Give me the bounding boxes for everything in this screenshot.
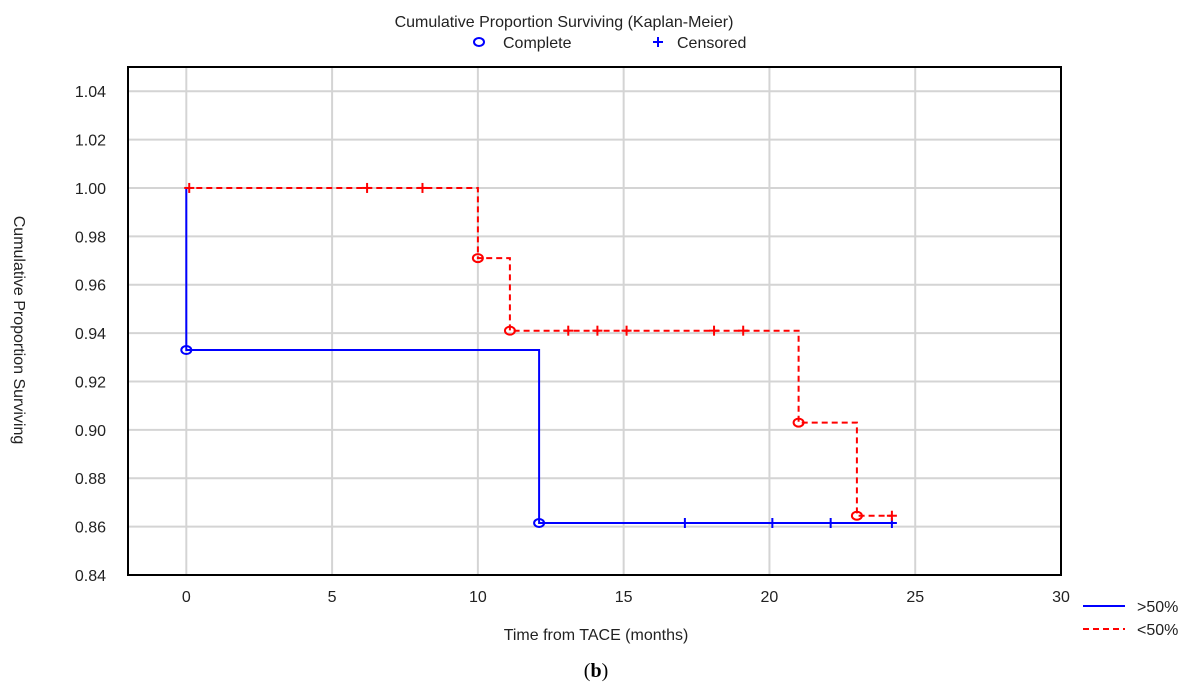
y-tick-label: 0.90 xyxy=(75,423,106,440)
plot-frame xyxy=(127,66,1062,576)
censored-marker xyxy=(709,325,720,336)
panel-label: (b) xyxy=(583,660,609,682)
y-tick-label: 1.02 xyxy=(75,133,106,150)
y-tick-label: 0.84 xyxy=(75,568,106,585)
y-tick-label: 1.04 xyxy=(75,84,106,101)
series-legend-label: >50% xyxy=(1137,599,1178,616)
x-tick-label: 30 xyxy=(1052,589,1070,606)
censored-marker xyxy=(679,517,690,528)
censored-marker xyxy=(592,325,603,336)
complete-marker xyxy=(850,510,863,521)
chart-title: Cumulative Proportion Surviving (Kaplan-… xyxy=(395,14,734,31)
censored-marker xyxy=(563,325,574,336)
censored-marker xyxy=(738,325,749,336)
marker-legend-label: Complete xyxy=(503,35,572,52)
y-tick-label: 1.00 xyxy=(75,181,106,198)
censored-marker xyxy=(621,325,632,336)
x-tick-label: 20 xyxy=(761,589,779,606)
censored-marker xyxy=(184,182,195,193)
x-tick-label: 10 xyxy=(469,589,487,606)
marker-legend: Complete Censored xyxy=(473,35,746,52)
complete-marker xyxy=(471,253,484,264)
x-tick-label: 5 xyxy=(328,589,337,606)
complete-marker xyxy=(792,417,805,428)
censored-marker xyxy=(362,182,373,193)
y-tick-label: 0.94 xyxy=(75,326,106,343)
x-tick-label: 25 xyxy=(906,589,924,606)
y-tick-label: 0.92 xyxy=(75,374,106,391)
survival-curve xyxy=(186,187,892,517)
complete-marker xyxy=(503,325,516,336)
grid-lines xyxy=(128,67,1061,575)
complete-marker xyxy=(180,345,193,356)
x-tick-labels: 0 5 10 15 20 25 30 xyxy=(182,589,1070,606)
y-tick-label: 0.96 xyxy=(75,278,106,295)
censored-marker xyxy=(417,182,428,193)
km-chart: 0 5 10 15 20 25 30 0.84 0.86 0.88 0.90 0.92 0.94 0.9… xyxy=(10,14,1178,644)
y-tick-label: 0.88 xyxy=(75,471,106,488)
x-axis-label: Time from TACE (months) xyxy=(504,627,689,644)
series-legend: >50% <50% xyxy=(1083,599,1178,639)
series-gt50 xyxy=(180,188,897,528)
x-tick-label: 15 xyxy=(615,589,633,606)
censored-marker xyxy=(767,517,778,528)
y-tick-labels: 0.84 0.86 0.88 0.90 0.92 0.94 0.96 0.98 1.00 1.02… xyxy=(75,84,106,585)
x-tick-label: 0 xyxy=(182,589,191,606)
censored-marker xyxy=(653,37,663,47)
series-lt50 xyxy=(184,182,897,521)
marker-legend-label: Censored xyxy=(677,35,746,52)
censored-marker xyxy=(825,517,836,528)
complete-marker xyxy=(533,517,546,528)
complete-marker xyxy=(473,37,485,47)
y-tick-label: 0.98 xyxy=(75,229,106,246)
series-layer xyxy=(180,182,897,528)
series-legend-label: <50% xyxy=(1137,622,1178,639)
y-axis-label: Cumulative Proportion Surviving xyxy=(10,216,27,445)
y-tick-label: 0.86 xyxy=(75,520,106,537)
survival-curve xyxy=(185,188,892,524)
panel-letter: b xyxy=(590,660,602,682)
censored-marker xyxy=(886,510,897,521)
